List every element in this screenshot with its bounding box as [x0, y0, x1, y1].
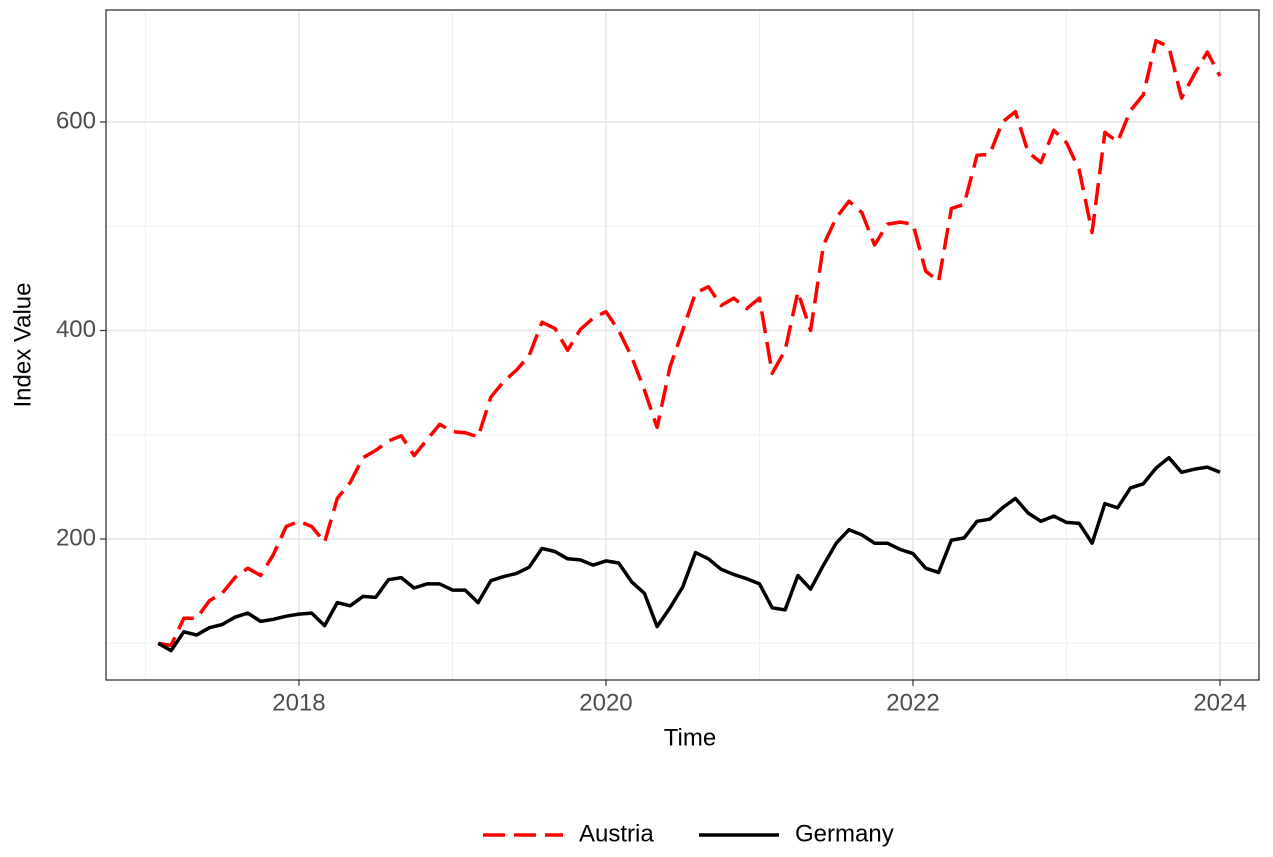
line-series: [157, 38, 1222, 648]
x-tick-label: 2020: [579, 689, 632, 716]
y-tick-label: 200: [56, 524, 96, 551]
legend-label: Germany: [795, 820, 894, 847]
legend-label: Austria: [579, 820, 654, 847]
y-tick-label: 400: [56, 316, 96, 343]
x-tick-label: 2022: [886, 689, 939, 716]
line-series: [157, 455, 1221, 653]
x-axis-title: Time: [664, 724, 716, 751]
y-tick-label: 600: [56, 107, 96, 134]
x-tick-label: 2024: [1193, 689, 1246, 716]
y-axis-title: Index Value: [9, 283, 36, 408]
x-tick-label: 2018: [272, 689, 325, 716]
panel-border: [105, 9, 1260, 681]
